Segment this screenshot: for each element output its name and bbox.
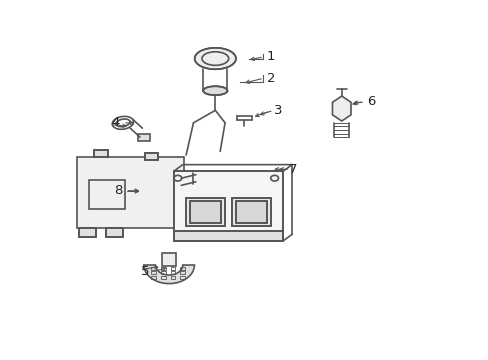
Text: 5: 5	[140, 265, 149, 278]
FancyBboxPatch shape	[191, 171, 201, 189]
FancyBboxPatch shape	[77, 157, 183, 228]
Polygon shape	[143, 265, 194, 284]
FancyBboxPatch shape	[236, 202, 267, 223]
Text: 6: 6	[366, 95, 374, 108]
FancyBboxPatch shape	[190, 202, 221, 223]
FancyBboxPatch shape	[232, 198, 271, 226]
Polygon shape	[332, 96, 350, 121]
Text: 3: 3	[274, 104, 282, 117]
FancyBboxPatch shape	[94, 150, 108, 157]
FancyBboxPatch shape	[174, 171, 283, 241]
FancyBboxPatch shape	[79, 228, 96, 237]
Text: 8: 8	[114, 184, 122, 197]
Text: 2: 2	[266, 72, 275, 85]
Ellipse shape	[203, 86, 227, 95]
Text: 7: 7	[288, 163, 297, 176]
FancyBboxPatch shape	[144, 153, 158, 160]
FancyBboxPatch shape	[137, 134, 149, 141]
Text: 4: 4	[111, 116, 120, 129]
FancyBboxPatch shape	[174, 231, 283, 241]
Ellipse shape	[194, 48, 236, 69]
FancyBboxPatch shape	[186, 198, 224, 226]
FancyBboxPatch shape	[162, 253, 176, 266]
FancyBboxPatch shape	[106, 228, 122, 237]
Text: 1: 1	[266, 50, 275, 63]
